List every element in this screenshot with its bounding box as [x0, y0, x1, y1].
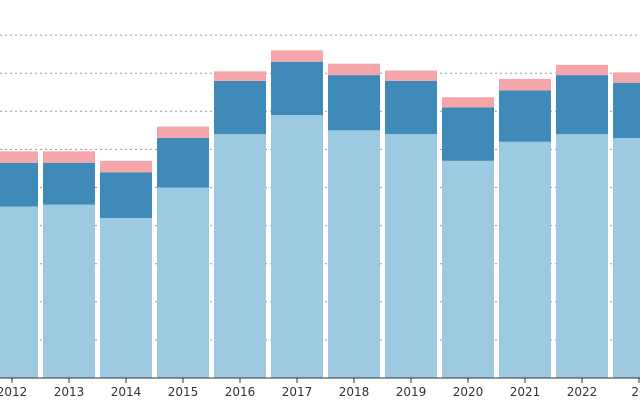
x-tick-label: 2016	[225, 385, 256, 399]
bar-base-2016	[214, 134, 266, 378]
x-tick-label: 2015	[168, 385, 199, 399]
x-tick-label: 2018	[339, 385, 370, 399]
x-tick-label: 20	[631, 385, 640, 399]
bar-base-2014	[100, 217, 152, 378]
bar-base-2021	[499, 141, 551, 378]
bar-top-2019	[385, 70, 437, 81]
bars	[0, 50, 640, 379]
bar-middle-2017	[271, 61, 323, 116]
bar-top-2023	[613, 72, 640, 83]
bar-base-2019	[385, 134, 437, 378]
bar-base-2012	[0, 206, 38, 378]
bar-top-2020	[442, 97, 494, 108]
bar-base-2015	[157, 187, 209, 378]
bar-top-2021	[499, 78, 551, 91]
bar-middle-2016	[214, 80, 266, 135]
x-tick-label: 2017	[282, 385, 313, 399]
bar-middle-2018	[328, 75, 380, 131]
bar-top-2014	[100, 160, 152, 173]
bar-middle-2012	[0, 162, 38, 207]
x-tick-label: 2014	[111, 385, 142, 399]
bar-base-2017	[271, 115, 323, 379]
x-tick-label: 2020	[453, 385, 484, 399]
bar-top-2015	[157, 126, 209, 138]
bar-middle-2019	[385, 80, 437, 135]
bar-middle-2021	[499, 90, 551, 142]
bar-middle-2013	[43, 162, 95, 205]
bar-middle-2022	[556, 75, 608, 135]
x-tick-label: 2013	[54, 385, 85, 399]
bar-middle-2023	[613, 82, 640, 138]
bar-base-2013	[43, 204, 95, 378]
bar-top-2022	[556, 64, 608, 76]
bar-base-2020	[442, 160, 494, 378]
x-tick-label: 2021	[510, 385, 541, 399]
bar-top-2012	[0, 151, 38, 163]
bar-middle-2014	[100, 172, 152, 218]
bar-top-2017	[271, 50, 323, 62]
x-tick-label: 2012	[0, 385, 27, 399]
bar-base-2018	[328, 130, 380, 378]
x-tick-label: 2022	[567, 385, 598, 399]
x-tick-label: 2019	[396, 385, 427, 399]
x-axis: 2012 2013 2014 2015 2016 2017 2018 2019 2020 2021…	[0, 377, 640, 399]
bar-top-2013	[43, 151, 95, 163]
bar-top-2016	[214, 71, 266, 81]
bar-base-2023	[613, 137, 640, 378]
bar-base-2022	[556, 134, 608, 378]
bar-top-2018	[328, 63, 380, 76]
bar-middle-2020	[442, 107, 494, 161]
bar-middle-2015	[157, 137, 209, 188]
